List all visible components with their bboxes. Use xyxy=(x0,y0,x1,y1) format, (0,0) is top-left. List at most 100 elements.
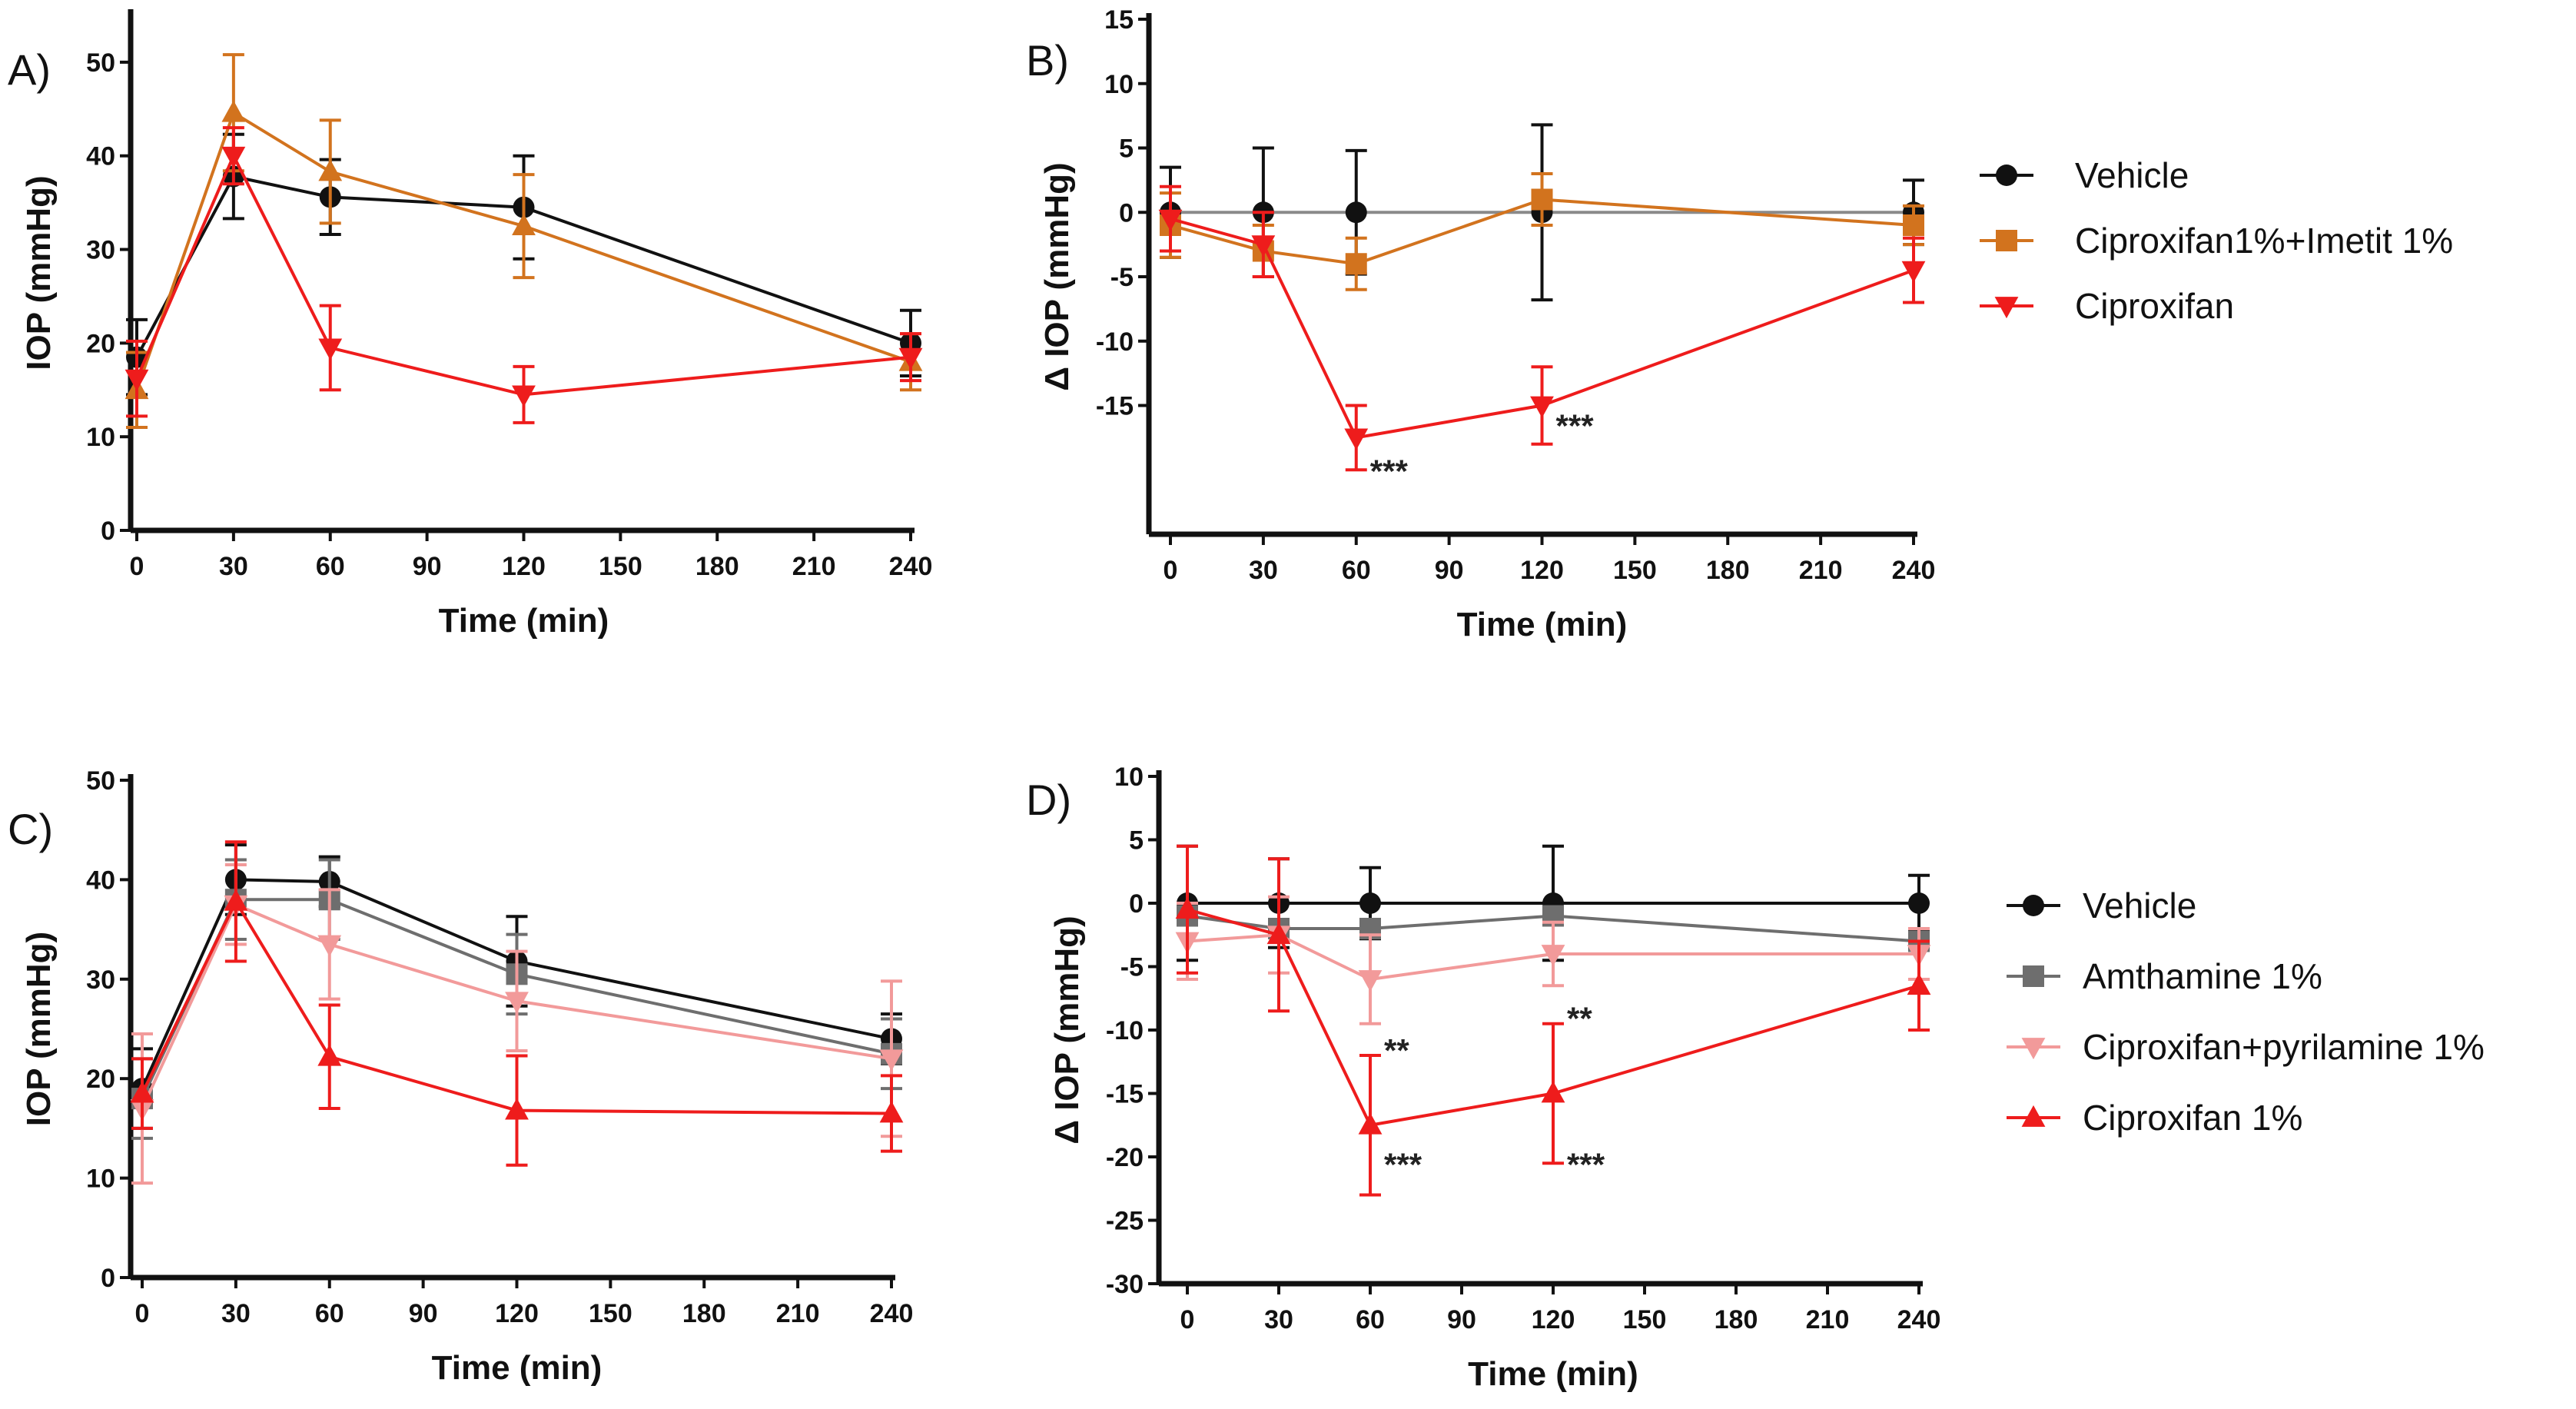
x-tick-label: 60 xyxy=(1356,1305,1385,1334)
data-point xyxy=(879,1049,904,1072)
x-tick-label: 0 xyxy=(1180,1305,1195,1334)
x-tick-label: 0 xyxy=(135,1299,150,1328)
data-point xyxy=(130,1081,154,1103)
y-tick-label: 30 xyxy=(86,965,115,995)
data-point xyxy=(1358,970,1383,992)
x-tick-label: 60 xyxy=(315,1299,344,1328)
data-point xyxy=(318,338,343,361)
y-tick-label: -15 xyxy=(1096,392,1134,421)
x-tick-label: 240 xyxy=(870,1299,914,1328)
y-tick-label: 30 xyxy=(86,236,115,265)
legend-label: Vehicle xyxy=(2083,886,2196,925)
chart-panel-d: D) -30 -25 -20 -15 -10 -5 0 5 10 0 30 60 90 120 150 180 2… xyxy=(1026,763,1940,1393)
panel-label: C) xyxy=(8,805,53,853)
data-point xyxy=(1530,396,1554,418)
y-tick-label: 10 xyxy=(1104,70,1134,99)
x-tick-label: 30 xyxy=(221,1299,251,1328)
significance-label: *** xyxy=(1567,1146,1605,1182)
x-tick-label: 120 xyxy=(495,1299,539,1328)
data-point xyxy=(1541,1081,1565,1103)
data-point xyxy=(221,146,246,168)
data-point xyxy=(1251,235,1276,258)
x-tick-label: 180 xyxy=(682,1299,726,1328)
x-tick-label: 60 xyxy=(316,552,345,581)
y-tick-label: -30 xyxy=(1106,1270,1144,1299)
data-point xyxy=(1908,892,1930,914)
series-ciproxifan-1- xyxy=(130,840,904,1167)
panel-label: D) xyxy=(1026,776,1071,824)
x-tick-label: 120 xyxy=(1532,1305,1575,1334)
x-tick-label: 30 xyxy=(1264,1305,1293,1334)
x-tick-label: 150 xyxy=(599,552,642,581)
legend-marker xyxy=(2023,895,2044,916)
x-tick-label: 180 xyxy=(1706,556,1750,585)
x-tick-label: 30 xyxy=(219,552,248,581)
x-tick-label: 150 xyxy=(1623,1305,1667,1334)
x-tick-label: 180 xyxy=(695,552,739,581)
legend-bottom: Vehicle Amthamine 1% Ciproxifan+pyrilamine… xyxy=(2007,886,2485,1138)
legend-label: Ciproxifan1%+Imetit 1% xyxy=(2075,221,2453,261)
data-point xyxy=(317,935,342,957)
legend-marker xyxy=(2021,1038,2046,1060)
data-point xyxy=(1531,188,1553,211)
series-ciproxifan xyxy=(124,126,923,424)
legend-marker xyxy=(1996,230,2017,251)
series-ciproxifan-1- xyxy=(1175,844,1931,1197)
x-tick-label: 30 xyxy=(1249,556,1278,585)
legend-marker xyxy=(1996,164,2017,186)
x-tick-label: 210 xyxy=(1799,556,1843,585)
legend-label: Ciproxifan xyxy=(2075,286,2234,326)
data-point xyxy=(879,1101,904,1123)
y-tick-label: 15 xyxy=(1104,5,1134,35)
y-tick-label: -10 xyxy=(1106,1016,1144,1045)
data-point xyxy=(1345,253,1367,275)
data-point xyxy=(1175,897,1200,919)
x-axis-title: Time (min) xyxy=(432,1349,603,1387)
y-axis-title: IOP (mmHg) xyxy=(20,932,58,1126)
y-tick-label: 5 xyxy=(1129,826,1144,856)
x-tick-label: 90 xyxy=(409,1299,438,1328)
x-tick-label: 60 xyxy=(1342,556,1371,585)
significance-label: *** xyxy=(1556,408,1595,444)
data-point xyxy=(512,213,536,235)
y-tick-label: 40 xyxy=(86,866,115,895)
chart-panel-c: C) 0 10 20 30 40 50 0 30 60 90 120 150 180 210 240 Time … xyxy=(8,766,913,1387)
panel-label: A) xyxy=(8,45,51,94)
y-tick-label: 0 xyxy=(101,517,115,546)
data-point xyxy=(1158,209,1183,231)
y-tick-label: 10 xyxy=(86,1165,115,1194)
significance-label: *** xyxy=(1384,1146,1422,1182)
data-point xyxy=(318,159,343,181)
data-point xyxy=(224,889,248,911)
data-point xyxy=(124,369,149,391)
x-tick-label: 210 xyxy=(792,552,836,581)
x-tick-label: 120 xyxy=(502,552,546,581)
y-tick-label: 20 xyxy=(86,1065,115,1094)
y-tick-label: 10 xyxy=(86,423,115,452)
data-point xyxy=(505,1098,529,1120)
data-point xyxy=(505,992,529,1014)
x-tick-label: 210 xyxy=(776,1299,820,1328)
y-tick-label: 0 xyxy=(1129,889,1144,919)
data-point xyxy=(1359,892,1381,914)
legend-label: Amthamine 1% xyxy=(2083,956,2322,996)
y-tick-label: 20 xyxy=(86,329,115,358)
chart-panel-a: A) 0 10 20 30 40 50 0 30 60 90 120 150 180 210 240 Time … xyxy=(8,9,932,640)
data-point xyxy=(898,347,923,370)
significance-label: ** xyxy=(1384,1032,1409,1068)
y-tick-label: -20 xyxy=(1106,1143,1144,1172)
data-point xyxy=(512,385,536,407)
data-point xyxy=(1344,428,1369,450)
x-tick-label: 240 xyxy=(1897,1305,1941,1334)
y-axis-title: Δ IOP (mmHg) xyxy=(1048,916,1086,1144)
x-axis-title: Time (min) xyxy=(1468,1355,1638,1393)
y-axis-title: IOP (mmHg) xyxy=(20,175,58,370)
legend-marker xyxy=(2021,1105,2046,1127)
x-tick-label: 240 xyxy=(1892,556,1936,585)
x-tick-label: 120 xyxy=(1520,556,1564,585)
x-tick-label: 240 xyxy=(889,552,933,581)
